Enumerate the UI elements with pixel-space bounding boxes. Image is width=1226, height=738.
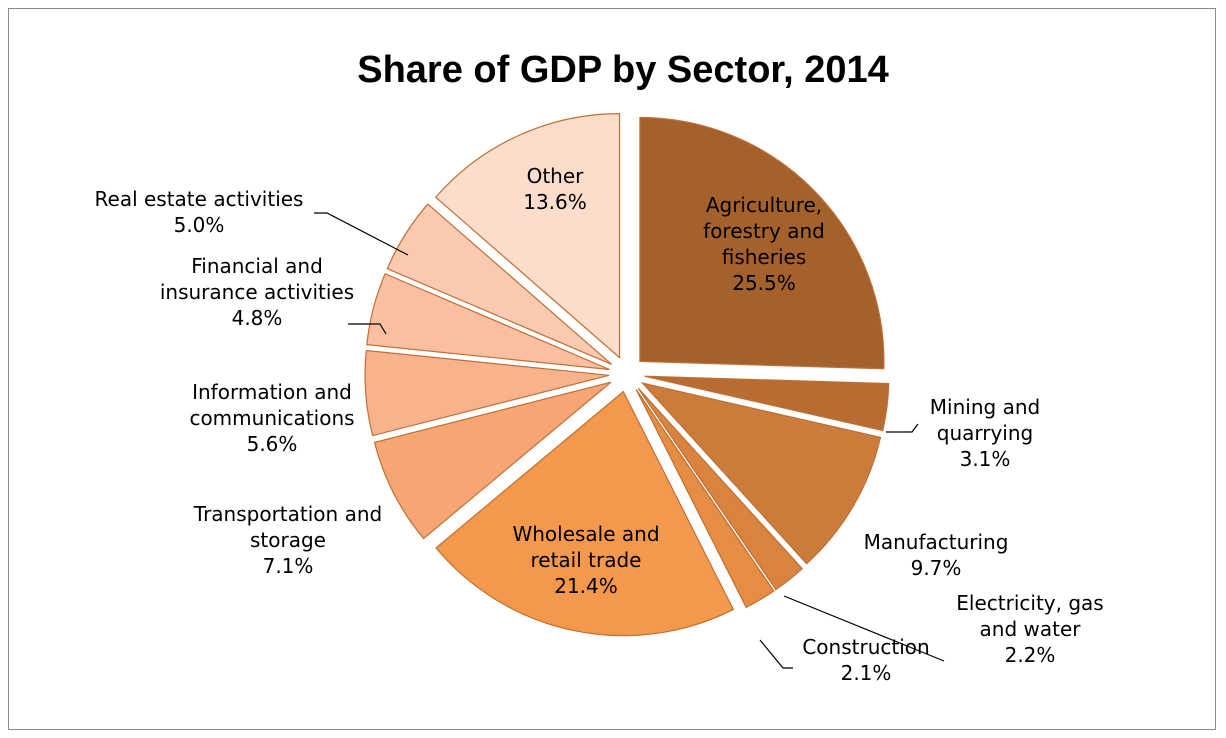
data-label-real-estate-activities: Real estate activities 5.0% [95, 187, 304, 237]
data-label-manufacturing: Manufacturing 9.7% [864, 530, 1009, 580]
pie-slice-mining-and-quarrying [644, 375, 890, 432]
data-label-category: storage [250, 528, 326, 552]
data-label-transportation-and-storage: Transportation and storage 7.1% [193, 502, 382, 578]
data-label-category: insurance activities [160, 280, 354, 304]
data-label-category: retail trade [531, 548, 642, 572]
leader-line-1 [886, 423, 919, 433]
data-label-category: fisheries [722, 245, 807, 269]
data-label-category: Real estate activities [95, 187, 304, 211]
pie-slice-construction [635, 389, 775, 609]
data-label-value: 25.5% [732, 271, 796, 295]
data-label-category: Transportation and [193, 502, 382, 526]
data-labels-layer: Agriculture, forestry and fisheries 25.5% Mi… [95, 164, 1104, 685]
data-label-value: 2.2% [1005, 643, 1056, 667]
leader-line-4 [759, 639, 793, 669]
leader-line-3 [783, 595, 945, 662]
data-label-wholesale-and-retail-trade: Wholesale and retail trade 21.4% [512, 522, 659, 598]
data-label-category: Mining and [930, 395, 1040, 419]
data-label-category: Financial and [191, 254, 323, 278]
data-label-value: 4.8% [232, 306, 283, 330]
data-label-value: 5.0% [174, 213, 225, 237]
data-label-agriculture-forestry-and-fisheries: Agriculture, forestry and fisheries 25.5% [703, 193, 825, 295]
data-label-category: communications [189, 406, 354, 430]
data-label-value: 21.4% [554, 574, 618, 598]
data-label-mining-and-quarrying: Mining and quarrying 3.1% [930, 395, 1040, 471]
pie-slice-other [434, 113, 621, 359]
data-label-value: 5.6% [247, 432, 298, 456]
pie-slice-manufacturing [640, 382, 882, 565]
data-label-financial-and-insurance-activities: Financial and insurance activities 4.8% [160, 254, 354, 330]
chart-title: Share of GDP by Sector, 2014 [357, 49, 889, 91]
data-label-category: forestry and [703, 219, 825, 243]
data-label-construction: Construction 2.1% [802, 635, 929, 685]
data-label-category: Wholesale and [512, 522, 659, 546]
data-label-other: Other 13.6% [523, 164, 587, 214]
leader-lines-layer [314, 212, 945, 669]
data-label-category: Electricity, gas [956, 591, 1103, 615]
data-label-category: quarrying [937, 421, 1033, 445]
pie-slice-transportation-and-storage [373, 381, 612, 540]
pie-slice-information-and-communications [364, 349, 610, 437]
data-label-category: Agriculture, [706, 193, 822, 217]
data-label-category: Information and [192, 380, 352, 404]
data-label-information-and-communications: Information and communications 5.6% [189, 380, 354, 456]
leader-line-8 [348, 323, 387, 335]
data-label-value: 3.1% [960, 447, 1011, 471]
slices-layer [364, 113, 890, 637]
data-label-value: 9.7% [911, 556, 962, 580]
pie-slice-real-estate-activities [386, 203, 613, 365]
data-label-value: 2.1% [841, 661, 892, 685]
data-label-value: 13.6% [523, 190, 587, 214]
pie-slice-wholesale-and-retail-trade [435, 390, 735, 637]
pie-slice-financial-and-insurance-activities [366, 272, 610, 371]
pie-slice-agriculture-forestry-and-fisheries [639, 116, 885, 370]
data-label-category: Manufacturing [864, 530, 1009, 554]
data-label-electricity-gas-and-water: Electricity, gas and water 2.2% [956, 591, 1103, 667]
pie-slice-electricity-gas-and-water [637, 387, 804, 591]
data-label-category: and water [980, 617, 1082, 641]
data-label-value: 7.1% [263, 554, 314, 578]
data-label-category: Construction [802, 635, 929, 659]
data-label-category: Other [527, 164, 585, 188]
leader-line-9 [314, 212, 409, 256]
